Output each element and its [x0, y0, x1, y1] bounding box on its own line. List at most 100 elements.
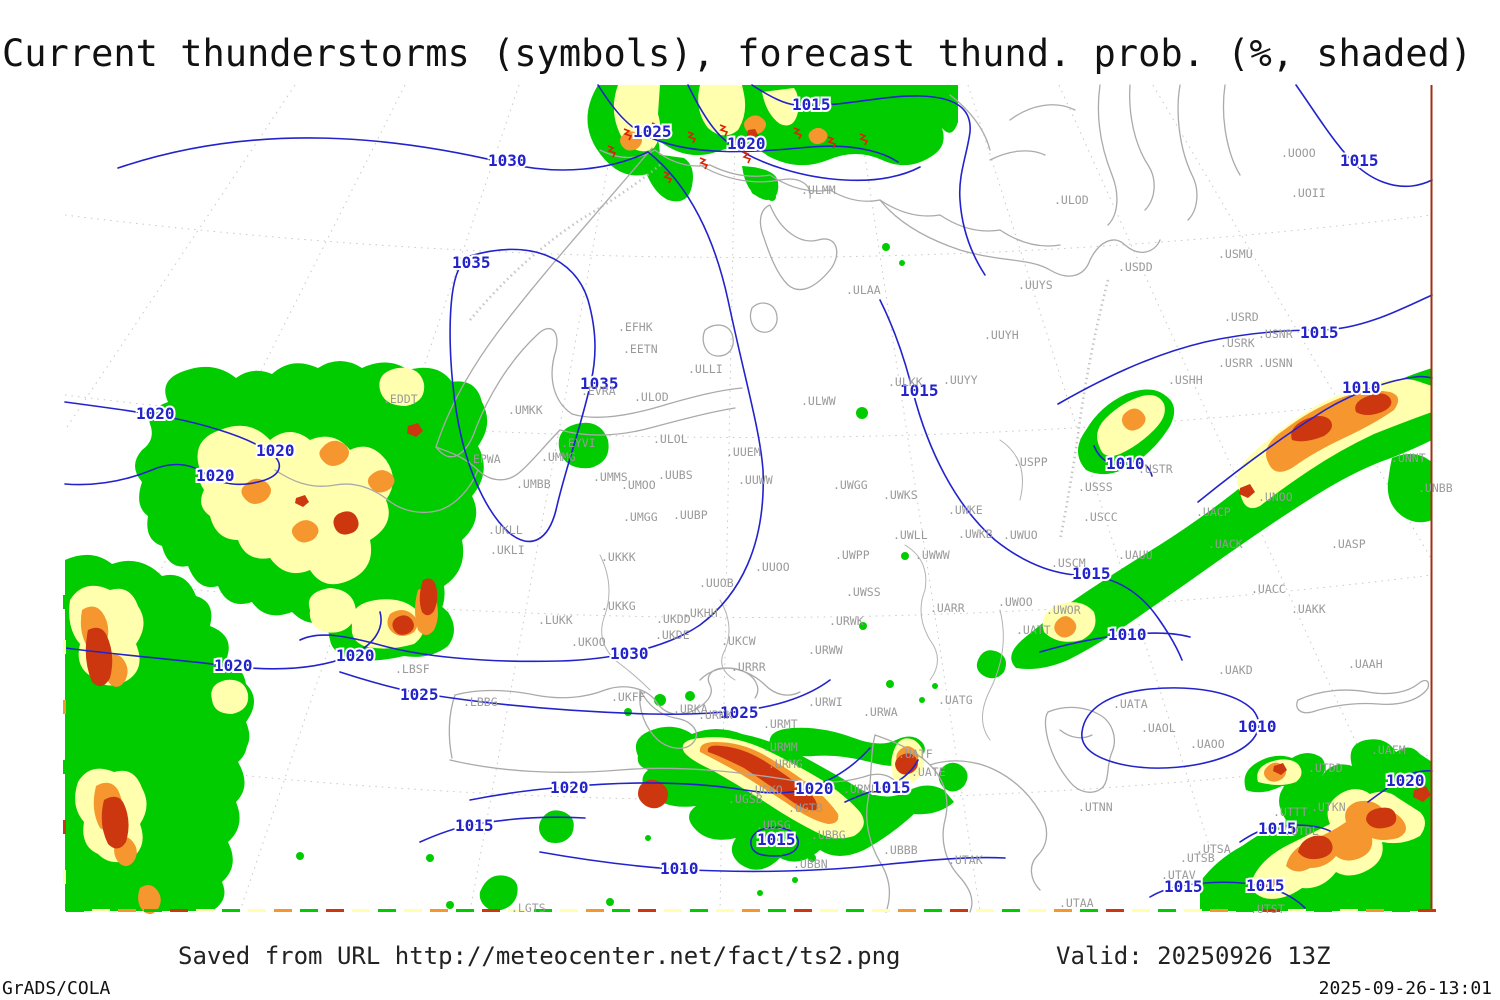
- isobar-label: 1020: [196, 466, 235, 485]
- valid-time-text: Valid: 20250926 13Z: [1056, 942, 1331, 970]
- station-label: .LUKK: [538, 613, 573, 627]
- edge-shading-dash: [768, 909, 786, 912]
- station-label: .UATA: [1113, 697, 1148, 711]
- generation-timestamp-text: 2025-09-26-13:01: [1318, 978, 1492, 999]
- station-label: .UWGG: [833, 478, 868, 492]
- isobar-label: 1020: [214, 656, 253, 675]
- station-label: .UWLL: [893, 528, 928, 542]
- isobar-label: 1015: [455, 816, 494, 835]
- edge-shading-dash: [1314, 909, 1332, 912]
- thunderstorm-symbol: [663, 171, 673, 184]
- edge-shading-dash: [612, 909, 630, 912]
- edge-shading-dash: [560, 909, 578, 912]
- station-label: .UBBB: [883, 843, 918, 857]
- coastlines: [274, 84, 1430, 913]
- station-label: .ULOD: [1054, 193, 1089, 207]
- station-label: .ULWW: [801, 394, 836, 408]
- station-label: .USCM: [1051, 556, 1086, 570]
- station-label: .UTSB: [1180, 851, 1215, 865]
- station-label: .UKKG: [601, 599, 636, 613]
- station-label: .UGTB: [788, 801, 823, 815]
- station-label: .LGTS: [511, 901, 546, 915]
- edge-shading-dash: [63, 870, 66, 884]
- station-label: .UTAV: [1161, 868, 1196, 882]
- edge-shading-dash: [248, 909, 266, 912]
- station-label: .UGKO: [748, 783, 783, 797]
- edge-shading-dash: [1080, 909, 1098, 912]
- station-label: .USSS: [1078, 480, 1113, 494]
- edge-shading-dash: [638, 909, 656, 912]
- saved-from-url-text: Saved from URL http://meteocenter.net/fa…: [178, 942, 901, 970]
- station-label: .UWOO: [998, 595, 1033, 609]
- station-label: .URWI: [808, 695, 843, 709]
- station-label: .UUYH: [984, 328, 1019, 342]
- station-label: .USHH: [1168, 373, 1203, 387]
- station-label: .UKKK: [601, 550, 636, 564]
- edge-shading-dash: [430, 909, 448, 912]
- station-label: .UAUU: [1118, 548, 1153, 562]
- station-label: .UAFM: [1371, 743, 1406, 757]
- station-label: .URML: [843, 782, 878, 796]
- isobar-label: 1015: [872, 778, 911, 797]
- edge-shading-dash: [352, 909, 370, 912]
- station-label: .UKFF: [611, 690, 646, 704]
- station-label: .UBBN: [793, 857, 828, 871]
- station-label: .EVRA: [581, 384, 616, 398]
- station-label: .ULMM: [801, 183, 836, 197]
- isobar-label: 1025: [400, 685, 439, 704]
- station-label: .UMBB: [516, 477, 551, 491]
- station-label: .UATG: [938, 693, 973, 707]
- thunderstorm-symbol: [651, 122, 661, 135]
- station-label: .UAKD: [1218, 663, 1253, 677]
- isobar-label: 1015: [900, 381, 939, 400]
- station-label: .UACK: [1208, 537, 1243, 551]
- station-label: .UWKS: [883, 488, 918, 502]
- edge-shading-dash: [63, 700, 66, 714]
- probability-shading: [65, 85, 1432, 915]
- isobar-label: 1020: [550, 778, 589, 797]
- shading-red: [85, 127, 1431, 892]
- station-label: .UTDL: [1284, 824, 1319, 838]
- edge-shading-dash: [820, 909, 838, 912]
- isobar-label: 1020: [336, 646, 375, 665]
- station-label: .UTST: [1250, 902, 1285, 916]
- edge-shading-dash: [222, 909, 240, 912]
- station-label: .URWW: [808, 643, 843, 657]
- thunderstorm-symbol: [699, 157, 709, 170]
- edge-shading-dash: [1262, 909, 1280, 912]
- station-label: .UUEM: [726, 445, 761, 459]
- station-label: .UKLI: [490, 543, 525, 557]
- station-label: .LBSF: [395, 662, 430, 676]
- station-label: .UUYS: [1018, 278, 1053, 292]
- isobar-label: 1010: [1342, 378, 1381, 397]
- isobar-label: 1025: [633, 122, 672, 141]
- isobar-label: 1030: [610, 644, 649, 663]
- station-label: .UGSB: [728, 792, 763, 806]
- edge-shading-dash: [456, 909, 474, 912]
- edge-shading-dash: [924, 909, 942, 912]
- edge-shading-dash: [92, 909, 110, 912]
- station-label: .UTDD: [1308, 761, 1343, 775]
- station-label: .ULOD: [634, 390, 669, 404]
- station-label: .USCC: [1083, 510, 1118, 524]
- station-label: .USRD: [1224, 310, 1259, 324]
- station-label: .USDD: [1118, 260, 1153, 274]
- station-label: .URWA: [863, 705, 898, 719]
- station-label: .UOII: [1291, 186, 1326, 200]
- map-frame: [63, 85, 1436, 912]
- station-label: .URRR: [731, 660, 766, 674]
- edge-shading-dash: [326, 909, 344, 912]
- station-label: .UMOO: [621, 478, 656, 492]
- edge-shading-dash: [1028, 909, 1046, 912]
- station-label: .UKHH: [683, 606, 718, 620]
- isobar-label: 1020: [795, 779, 834, 798]
- edge-shading-dash: [196, 909, 214, 912]
- station-label: .UATE: [911, 765, 946, 779]
- station-label: .UDSG: [756, 818, 791, 832]
- edge-shading-dash: [586, 909, 604, 912]
- edge-shading-dash: [1002, 909, 1020, 912]
- station-label: .UWKE: [948, 503, 983, 517]
- isobar-label: 1010: [1108, 625, 1147, 644]
